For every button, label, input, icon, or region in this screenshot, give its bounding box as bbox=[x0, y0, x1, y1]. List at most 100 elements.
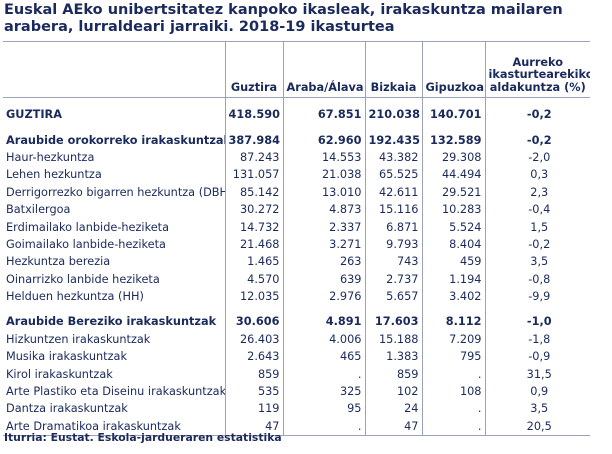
table-row: Musika irakaskuntzak 2.643 465 1.383 795 -0,9 bbox=[3, 348, 590, 366]
table-cell: 639 bbox=[282, 270, 365, 288]
spacer-row bbox=[3, 97, 590, 107]
table-cell: -0,2 bbox=[484, 106, 590, 124]
table-cell: 0,9 bbox=[484, 382, 590, 401]
table-cell: 42.611 bbox=[364, 183, 422, 201]
table-cell: 67.851 bbox=[282, 106, 365, 124]
spacer-cell bbox=[224, 123, 283, 132]
spacer-cell bbox=[224, 97, 283, 106]
table-cell: 14.553 bbox=[282, 148, 365, 167]
table-cell: 2.643 bbox=[224, 348, 283, 366]
table-row: GUZTIRA 418.590 67.851 210.038 140.701 -0,2 bbox=[3, 106, 590, 124]
table-row: Oinarrizko lanbide heziketa 4.570 639 2.737… bbox=[3, 270, 590, 288]
table-cell: . bbox=[282, 365, 365, 383]
table-row: Erdimailako lanbide-heziketa 14.732 2.337 6… bbox=[3, 218, 590, 236]
table-cell: 859 bbox=[364, 365, 422, 383]
table-cell: . bbox=[282, 417, 365, 437]
table-row: Helduen hezkuntza (HH) 12.035 2.976 5.657 3.… bbox=[3, 287, 590, 306]
table-cell: 21.468 bbox=[224, 235, 283, 254]
table-cell: 108 bbox=[421, 382, 485, 401]
table-cell: -0,2 bbox=[484, 131, 590, 149]
table-row: Lehen hezkuntza 131.057 21.038 65.525 44.494… bbox=[3, 166, 590, 184]
table-cell: 26.403 bbox=[224, 330, 283, 349]
table-cell: 4.570 bbox=[224, 270, 283, 288]
table-cell: 859 bbox=[224, 365, 283, 383]
table-cell: 8.112 bbox=[421, 313, 485, 331]
table-cell: 210.038 bbox=[364, 106, 422, 124]
row-label: Hezkuntza berezia bbox=[6, 255, 111, 269]
table-cell: 4.891 bbox=[282, 313, 365, 331]
row-label: Oinarrizko lanbide heziketa bbox=[6, 272, 160, 286]
table-cell: 47 bbox=[364, 417, 422, 437]
table-cell: -0,2 bbox=[484, 235, 590, 254]
table-cell: 3.271 bbox=[282, 235, 365, 254]
table-cell: 65.525 bbox=[364, 166, 422, 184]
table-cell: -0,9 bbox=[484, 348, 590, 366]
row-label: Kirol irakaskuntzak bbox=[6, 367, 113, 381]
table-cell: 15.188 bbox=[364, 330, 422, 349]
table-cell: 17.603 bbox=[364, 313, 422, 331]
table-cell: 5.524 bbox=[421, 218, 485, 236]
table-cell: 7.209 bbox=[421, 330, 485, 349]
table-cell: 535 bbox=[224, 382, 283, 401]
table-cell: 0,3 bbox=[484, 166, 590, 184]
table-cell: -1,8 bbox=[484, 330, 590, 349]
row-label: Araubide orokorreko irakaskuntzak bbox=[6, 133, 225, 147]
table-cell: 14.732 bbox=[224, 218, 283, 236]
spacer-cell bbox=[484, 123, 590, 132]
table-cell: 30.272 bbox=[224, 200, 283, 219]
table-cell: -1,0 bbox=[484, 313, 590, 331]
table-cell: 459 bbox=[421, 253, 485, 271]
table-cell: 15.116 bbox=[364, 200, 422, 219]
table-cell: 8.404 bbox=[421, 235, 485, 254]
row-label: Helduen hezkuntza (HH) bbox=[6, 290, 144, 304]
table-cell: 119 bbox=[224, 400, 283, 418]
table-cell: 29.308 bbox=[421, 148, 485, 167]
table-cell: 47 bbox=[224, 417, 283, 437]
spacer-cell bbox=[364, 97, 422, 106]
row-label: Araubide Bereziko irakaskuntzak bbox=[6, 315, 217, 329]
row-label: Hizkuntzen irakaskuntzak bbox=[6, 332, 151, 346]
table-cell: 2.737 bbox=[364, 270, 422, 288]
spacer-cell bbox=[3, 98, 225, 107]
table-row: Arte Dramatikoa irakaskuntzak 47. 47. 20,5 bbox=[3, 417, 590, 437]
table-cell: 1,5 bbox=[484, 218, 590, 236]
table-cell: 9.793 bbox=[364, 235, 422, 254]
header-gipuzkoa: Gipuzkoa bbox=[421, 41, 485, 98]
table-row: Arte Plastiko eta Diseinu irakaskuntzak 5… bbox=[3, 382, 590, 401]
row-label: Goimailako lanbide-heziketa bbox=[6, 237, 166, 251]
table-cell: 465 bbox=[282, 348, 365, 366]
table-row: Derrigorrezko bigarren hezkuntza (DBH) 85… bbox=[3, 183, 590, 201]
spacer-row bbox=[3, 305, 590, 314]
table-cell: 102 bbox=[364, 382, 422, 401]
table-cell: 95 bbox=[282, 400, 365, 418]
header-bizkaia: Bizkaia bbox=[364, 41, 422, 98]
spacer-cell bbox=[421, 97, 485, 106]
table-cell: 85.142 bbox=[224, 183, 283, 201]
header-label bbox=[3, 41, 225, 98]
table-cell: 44.494 bbox=[421, 166, 485, 184]
row-label: Musika irakaskuntzak bbox=[6, 350, 127, 364]
table-cell: 13.010 bbox=[282, 183, 365, 201]
table-row: Dantza irakaskuntzak 119 95 24. 3,5 bbox=[3, 400, 590, 418]
table-cell: 131.057 bbox=[224, 166, 283, 184]
table-row: Araubide orokorreko irakaskuntzak 387.984… bbox=[3, 131, 590, 149]
table-cell: 29.521 bbox=[421, 183, 485, 201]
table-row: Hezkuntza berezia 1.465 263 743 459 3,5 bbox=[3, 253, 590, 271]
table-cell: 1.383 bbox=[364, 348, 422, 366]
table-cell: 3.402 bbox=[421, 287, 485, 306]
header-row: Guztira Araba/Álava Bizkaia Gipuzkoa Aur… bbox=[3, 41, 590, 98]
table-cell: 12.035 bbox=[224, 287, 283, 306]
table-cell: 43.382 bbox=[364, 148, 422, 167]
data-table: Guztira Araba/Álava Bizkaia Gipuzkoa Aur… bbox=[3, 41, 590, 437]
table-cell: 3,5 bbox=[484, 400, 590, 418]
table-row: Kirol irakaskuntzak 859. 859. 31,5 bbox=[3, 365, 590, 383]
row-label: Derrigorrezko bigarren hezkuntza (DBH) bbox=[6, 185, 225, 199]
table-title: Euskal AEko unibertsitatez kanpoko ikasl… bbox=[4, 2, 563, 35]
table-row: Araubide Bereziko irakaskuntzak 30.606 4.8… bbox=[3, 313, 590, 331]
source-note: Iturria: Eustat. Eskola-jardueraren esta… bbox=[4, 431, 282, 444]
table-cell: 21.038 bbox=[282, 166, 365, 184]
table-cell: 30.606 bbox=[224, 313, 283, 331]
table-cell: 4.006 bbox=[282, 330, 365, 349]
table-row: Batxilergoa 30.272 4.873 15.116 10.283 -0,4 bbox=[3, 200, 590, 219]
row-label: Erdimailako lanbide-heziketa bbox=[6, 220, 170, 234]
